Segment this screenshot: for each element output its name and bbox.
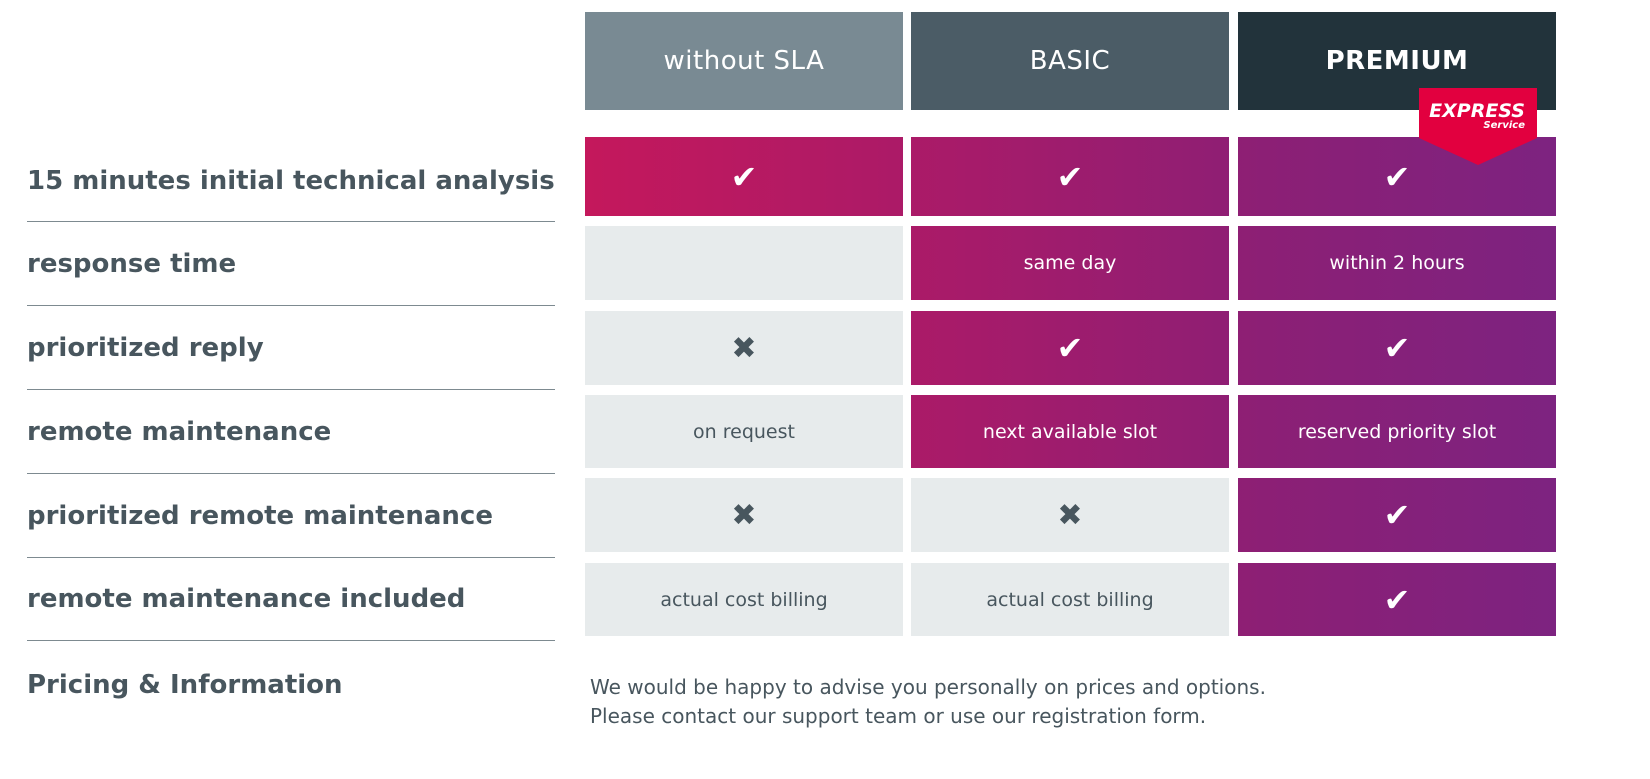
table-cell bbox=[585, 226, 903, 300]
plan-header-without-sla: without SLA bbox=[585, 12, 903, 110]
table-cell: reserved priority slot bbox=[1238, 395, 1556, 468]
feature-label: response time bbox=[27, 222, 555, 306]
table-cell: ✖ bbox=[585, 478, 903, 552]
badge-title: EXPRESS bbox=[1429, 100, 1525, 122]
pricing-text-line: We would be happy to advise you personal… bbox=[590, 675, 1266, 699]
badge-subtitle: Service bbox=[1483, 120, 1525, 131]
pricing-info: We would be happy to advise you personal… bbox=[590, 673, 1266, 731]
table-cell: on request bbox=[585, 395, 903, 468]
check-icon: ✔ bbox=[1056, 157, 1084, 196]
feature-label: prioritized reply bbox=[27, 306, 555, 390]
feature-label: 15 minutes initial technical analysis bbox=[27, 140, 555, 222]
cell-text: reserved priority slot bbox=[1297, 420, 1497, 443]
cell-text: same day bbox=[1023, 252, 1117, 274]
table-cell: within 2 hours bbox=[1238, 226, 1556, 300]
table-cell: ✔ bbox=[911, 311, 1229, 385]
table-cell: ✔ bbox=[585, 137, 903, 216]
check-icon: ✔ bbox=[730, 157, 758, 196]
table-cell: actual cost billing bbox=[585, 563, 903, 636]
table-cell: ✖ bbox=[911, 478, 1229, 552]
feature-label: remote maintenance bbox=[27, 390, 555, 474]
cell-text: next available slot bbox=[982, 420, 1158, 443]
plan-name: BASIC bbox=[1029, 46, 1111, 76]
check-icon: ✔ bbox=[1383, 496, 1411, 534]
feature-label: prioritized remote maintenance bbox=[27, 474, 555, 558]
cell-text: actual cost billing bbox=[660, 588, 828, 611]
table-cell: next available slot bbox=[911, 395, 1229, 468]
cross-icon: ✖ bbox=[731, 497, 757, 533]
table-cell: ✖ bbox=[585, 311, 903, 385]
table-cell: same day bbox=[911, 226, 1229, 300]
table-cell: ✔ bbox=[1238, 478, 1556, 552]
cell-text: within 2 hours bbox=[1329, 252, 1465, 274]
cross-icon: ✖ bbox=[1057, 497, 1083, 533]
table-cell: ✔ bbox=[911, 137, 1229, 216]
pricing-label: Pricing & Information bbox=[27, 670, 343, 700]
cell-text: actual cost billing bbox=[986, 588, 1154, 611]
plan-header-premium: PREMIUM bbox=[1238, 12, 1556, 110]
check-icon: ✔ bbox=[1056, 329, 1084, 367]
plan-header-basic: BASIC bbox=[911, 12, 1229, 110]
table-cell: ✔ bbox=[1238, 563, 1556, 636]
check-icon: ✔ bbox=[1383, 329, 1411, 367]
pricing-text-line: Please contact our support team or use o… bbox=[590, 704, 1207, 728]
cell-text: on request bbox=[693, 420, 795, 443]
check-icon: ✔ bbox=[1383, 157, 1411, 196]
feature-label: remote maintenance included bbox=[27, 558, 555, 641]
plan-name: without SLA bbox=[663, 46, 825, 76]
check-icon: ✔ bbox=[1383, 580, 1411, 619]
table-cell: ✔ bbox=[1238, 311, 1556, 385]
cross-icon: ✖ bbox=[731, 330, 757, 366]
table-cell: actual cost billing bbox=[911, 563, 1229, 636]
plan-name: PREMIUM bbox=[1325, 46, 1469, 76]
